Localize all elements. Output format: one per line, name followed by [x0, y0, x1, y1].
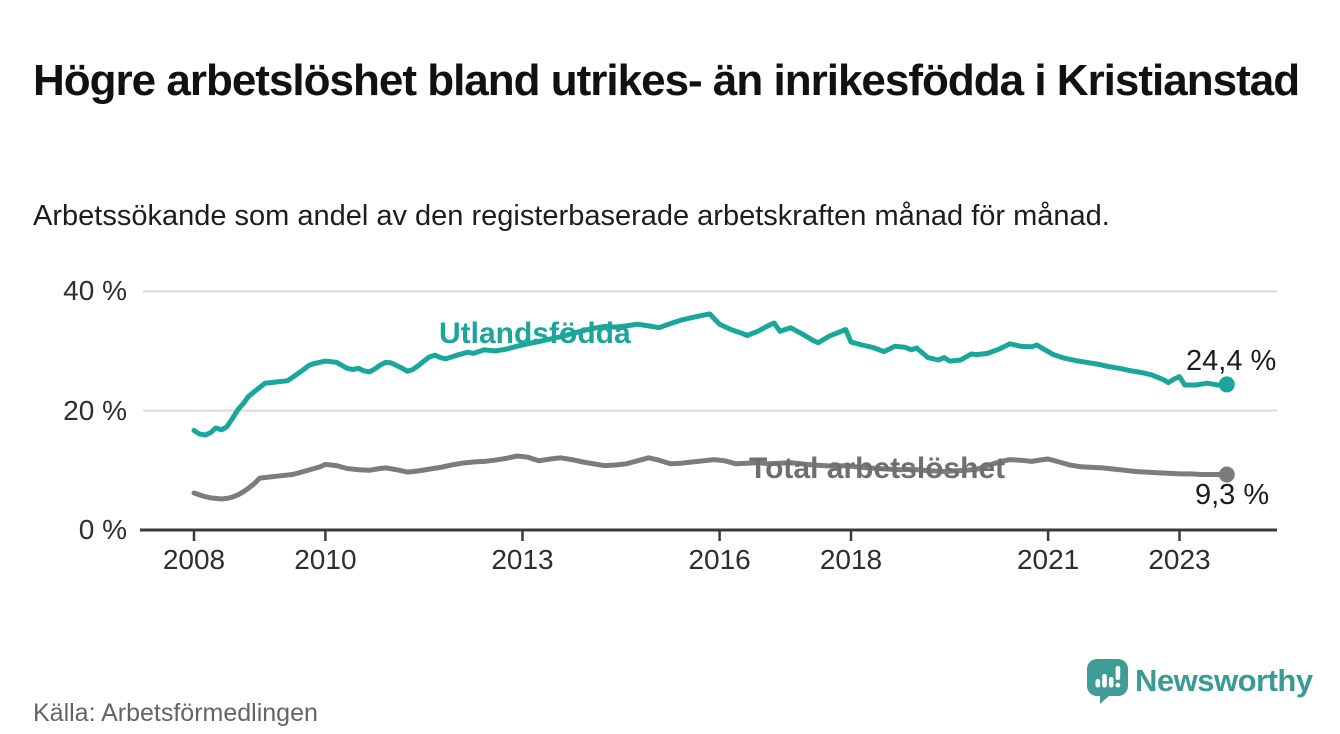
newsworthy-logo-text: Newsworthy	[1135, 663, 1313, 698]
source-note: Källa: Arbetsförmedlingen	[33, 699, 318, 727]
series-line-utlandsfodda	[191, 311, 1230, 438]
series-line-total-arbetsloshet	[191, 453, 1230, 502]
series-end-dot-total-arbetsloshet	[1218, 466, 1235, 483]
series-end-dot-utlandsfodda	[1218, 376, 1235, 393]
page-title: Högre arbetslöshet bland utrikes- än inr…	[33, 56, 1300, 106]
newsworthy-chart-bubble-icon	[1087, 659, 1128, 704]
chart-subtitle: Arbetssökande som andel av den registerb…	[33, 200, 1110, 232]
newsworthy-logo: Newsworthy	[1087, 658, 1313, 704]
